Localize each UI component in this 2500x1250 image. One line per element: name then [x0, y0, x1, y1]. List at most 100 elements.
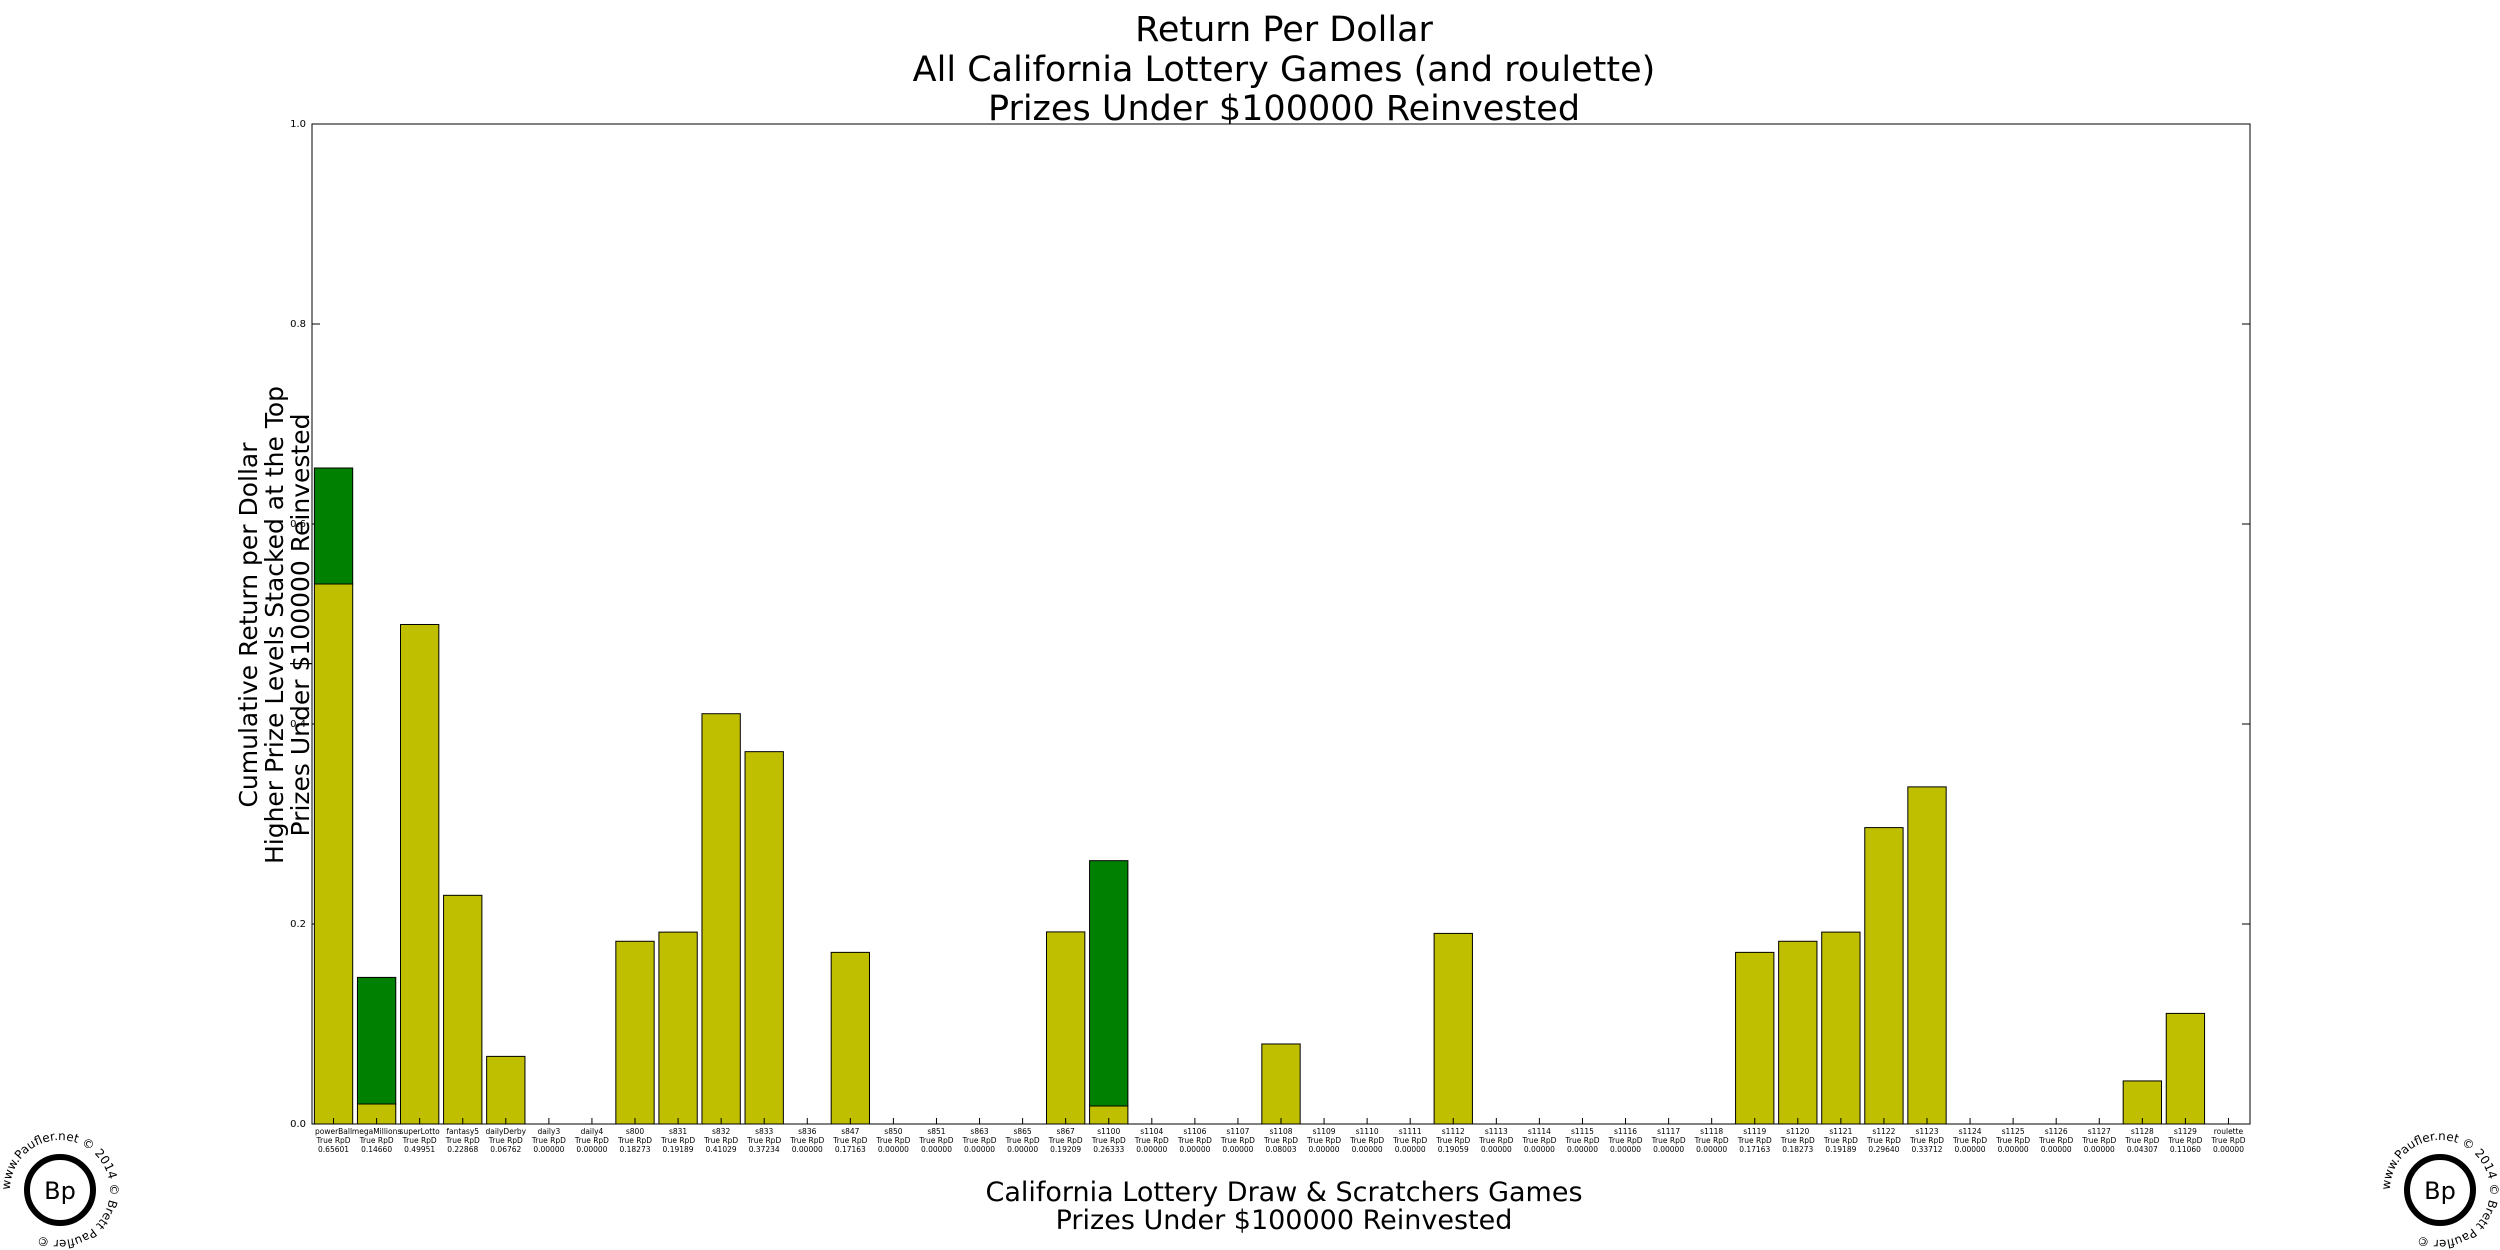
x-tick-rpd-value: 0.06762 [490, 1145, 521, 1154]
x-tick-rpd-label: True RpD [1134, 1136, 1169, 1145]
x-tick-label-s833: s833 [755, 1127, 773, 1136]
x-tick-rpd-value: 0.00000 [1524, 1145, 1555, 1154]
x-tick-rpd-label: True RpD [1220, 1136, 1255, 1145]
x-tick-rpd-label: True RpD [1435, 1136, 1470, 1145]
x-tick-label-s850: s850 [884, 1127, 902, 1136]
x-tick-rpd-value: 0.18273 [1782, 1145, 1813, 1154]
x-tick-label-roulette: roulette [2214, 1127, 2244, 1136]
x-tick-rpd-label: True RpD [2167, 1136, 2202, 1145]
y-tick-label: 0.0 [290, 1119, 306, 1130]
x-axis-title-line-1: California Lottery Draw & Scratchers Gam… [985, 1177, 1583, 1208]
x-tick-rpd-value: 0.00000 [2213, 1145, 2244, 1154]
x-tick-rpd-value: 0.00000 [1136, 1145, 1167, 1154]
bar-powerBall-higher-prize-levels [313, 467, 354, 585]
bar-superLotto-under-100000 [400, 623, 440, 1125]
x-tick-rpd-label: True RpD [359, 1136, 394, 1145]
x-tick-rpd-value: 0.00000 [2084, 1145, 2115, 1154]
bar-s1121-under-100000 [1821, 931, 1861, 1125]
x-tick-label-s1117: s1117 [1657, 1127, 1680, 1136]
x-tick-rpd-value: 0.65601 [318, 1145, 349, 1154]
x-tick-rpd-label: True RpD [1306, 1136, 1341, 1145]
x-tick-rpd-label: True RpD [2081, 1136, 2116, 1145]
brand-logo-left: www.Paufler.net © 2014 © Brett Paufler ©… [0, 1130, 120, 1250]
bars [313, 467, 2206, 1125]
x-tick-label-s1104: s1104 [1140, 1127, 1163, 1136]
x-tick-rpd-value: 0.22868 [447, 1145, 478, 1154]
x-tick-rpd-value: 0.00000 [1309, 1145, 1340, 1154]
x-tick-label-s1116: s1116 [1614, 1127, 1637, 1136]
bar-s831-under-100000 [658, 931, 698, 1125]
chart-title-line-2: All California Lottery Games (and roulet… [912, 50, 1656, 90]
x-tick-label-s1129: s1129 [2174, 1127, 2197, 1136]
x-tick-rpd-label: True RpD [1651, 1136, 1686, 1145]
x-tick-rpd-label: True RpD [1995, 1136, 2030, 1145]
x-tick-label-s836: s836 [798, 1127, 816, 1136]
bar-s847-under-100000 [830, 951, 870, 1125]
x-tick-rpd-label: True RpD [1005, 1136, 1040, 1145]
x-tick-label-s865: s865 [1013, 1127, 1031, 1136]
y-tick-label: 1.0 [290, 119, 306, 130]
x-tick-rpd-label: True RpD [2210, 1136, 2245, 1145]
x-tick-rpd-value: 0.00000 [2041, 1145, 2072, 1154]
x-tick-rpd-label: True RpD [1177, 1136, 1212, 1145]
x-tick-label-s1121: s1121 [1829, 1127, 1852, 1136]
x-tick-rpd-value: 0.00000 [1481, 1145, 1512, 1154]
x-tick-rpd-value: 0.00000 [1007, 1145, 1038, 1154]
x-tick-label-s1128: s1128 [2131, 1127, 2154, 1136]
x-tick-rpd-label: True RpD [1909, 1136, 1944, 1145]
x-tick-label-s1107: s1107 [1226, 1127, 1249, 1136]
bar-s1119-under-100000 [1735, 951, 1775, 1125]
x-tick-rpd-value: 0.00000 [878, 1145, 909, 1154]
x-tick-label-s1113: s1113 [1485, 1127, 1508, 1136]
x-tick-rpd-label: True RpD [1478, 1136, 1513, 1145]
bar-s1100-higher-prize-levels [1089, 860, 1129, 1107]
x-tick-rpd-label: True RpD [1392, 1136, 1427, 1145]
x-tick-rpd-value: 0.41029 [706, 1145, 737, 1154]
x-tick-label-s1100: s1100 [1097, 1127, 1120, 1136]
bar-s800-under-100000 [615, 940, 655, 1125]
y-tick-label: 0.4 [290, 719, 306, 730]
x-tick-rpd-value: 0.00000 [1352, 1145, 1383, 1154]
x-tick-rpd-value: 0.00000 [1610, 1145, 1641, 1154]
x-tick-rpd-value: 0.33712 [1911, 1145, 1942, 1154]
x-tick-label-daily4: daily4 [581, 1127, 604, 1136]
x-tick-label-s1126: s1126 [2045, 1127, 2068, 1136]
x-tick-rpd-value: 0.37234 [749, 1145, 780, 1154]
x-tick-rpd-label: True RpD [2038, 1136, 2073, 1145]
x-tick-rpd-label: True RpD [531, 1136, 566, 1145]
x-tick-label-daily3: daily3 [537, 1127, 560, 1136]
x-tick-rpd-value: 0.29640 [1868, 1145, 1899, 1154]
bar-s1129-under-100000 [2165, 1012, 2206, 1125]
x-tick-rpd-label: True RpD [1564, 1136, 1599, 1145]
x-tick-label-s1114: s1114 [1528, 1127, 1551, 1136]
plot-area [311, 123, 2251, 1125]
x-tick-rpd-value: 0.17163 [835, 1145, 866, 1154]
x-tick-label-s1122: s1122 [1872, 1127, 1895, 1136]
x-tick-rpd-value: 0.04307 [2127, 1145, 2158, 1154]
x-tick-rpd-value: 0.19059 [1438, 1145, 1469, 1154]
x-tick-rpd-label: True RpD [488, 1136, 523, 1145]
x-tick-label-s1123: s1123 [1916, 1127, 1939, 1136]
bar-s1108-under-100000 [1261, 1043, 1301, 1125]
x-tick-label-superLotto: superLotto [400, 1127, 441, 1136]
chart-title-line-3: Prizes Under $100000 Reinvested [987, 89, 1581, 129]
x-tick-rpd-value: 0.00000 [964, 1145, 995, 1154]
x-tick-rpd-value: 0.00000 [1179, 1145, 1210, 1154]
x-tick-rpd-label: True RpD [832, 1136, 867, 1145]
bar-s1112-under-100000 [1433, 932, 1473, 1125]
x-tick-rpd-label: True RpD [875, 1136, 910, 1145]
x-tick-rpd-value: 0.19189 [1825, 1145, 1856, 1154]
x-tick-rpd-value: 0.00000 [921, 1145, 952, 1154]
bar-dailyDerby-under-100000 [486, 1055, 526, 1125]
x-tick-rpd-value: 0.49951 [404, 1145, 435, 1154]
x-tick-rpd-value: 0.00000 [1653, 1145, 1684, 1154]
x-tick-rpd-label: True RpD [918, 1136, 953, 1145]
x-tick-rpd-value: 0.00000 [1395, 1145, 1426, 1154]
x-tick-label-s800: s800 [626, 1127, 644, 1136]
y-tick-label: 0.8 [290, 319, 306, 330]
bar-s1123-under-100000 [1907, 786, 1947, 1125]
x-tick-label-s863: s863 [970, 1127, 988, 1136]
x-tick-rpd-label: True RpD [1823, 1136, 1858, 1145]
x-tick-rpd-label: True RpD [962, 1136, 997, 1145]
